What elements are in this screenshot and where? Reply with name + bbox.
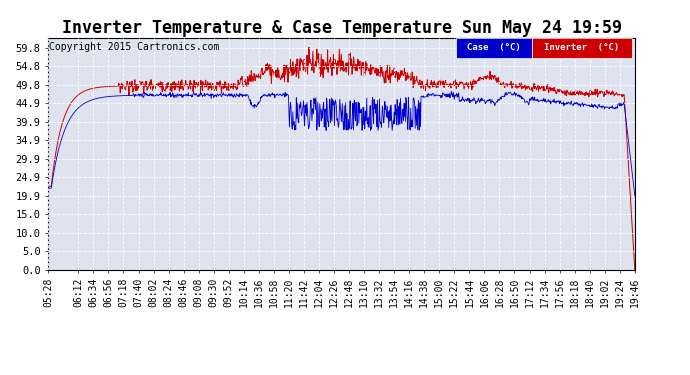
Text: Inverter  (°C): Inverter (°C) [544,44,620,52]
FancyBboxPatch shape [456,38,532,58]
Text: Case  (°C): Case (°C) [467,44,521,52]
Text: Copyright 2015 Cartronics.com: Copyright 2015 Cartronics.com [50,42,220,52]
Title: Inverter Temperature & Case Temperature Sun May 24 19:59: Inverter Temperature & Case Temperature … [61,20,622,38]
FancyBboxPatch shape [532,38,632,58]
